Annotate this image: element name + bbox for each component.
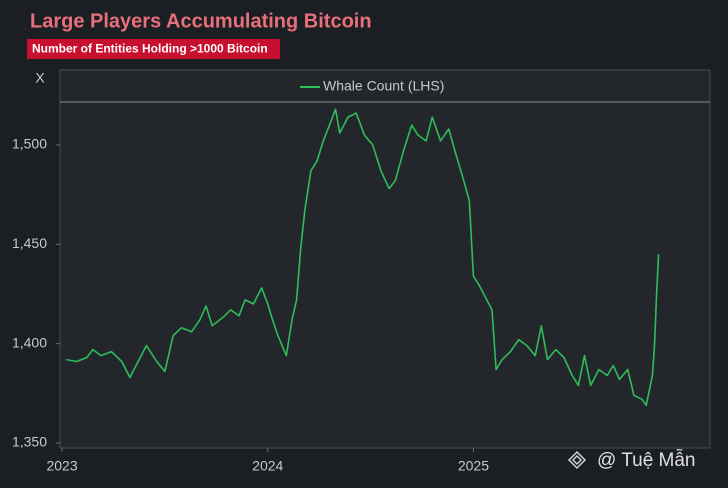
- subtitle-box: [27, 39, 280, 59]
- data-line: [66, 108, 660, 407]
- watermark: @ Tuệ Mẫn: [597, 449, 696, 471]
- chart-subtitle: Number of Entities Holding >1000 Bitcoin: [32, 42, 268, 56]
- chart-title: Large Players Accumulating Bitcoin: [30, 10, 372, 32]
- y-tick-label: 1,500: [12, 136, 47, 152]
- y-axis-label: X: [35, 70, 45, 86]
- y-tick-label: 1,450: [12, 235, 47, 251]
- watermark-icon: [567, 450, 587, 470]
- x-tick-label: 2024: [252, 458, 283, 474]
- plot-area: [59, 69, 711, 449]
- y-tick-label: 1,350: [12, 434, 47, 450]
- legend-label: Whale Count (LHS): [323, 78, 444, 94]
- x-tick-label: 2025: [458, 458, 489, 474]
- x-tick-label: 2023: [46, 458, 77, 474]
- y-tick-label: 1,400: [12, 334, 47, 350]
